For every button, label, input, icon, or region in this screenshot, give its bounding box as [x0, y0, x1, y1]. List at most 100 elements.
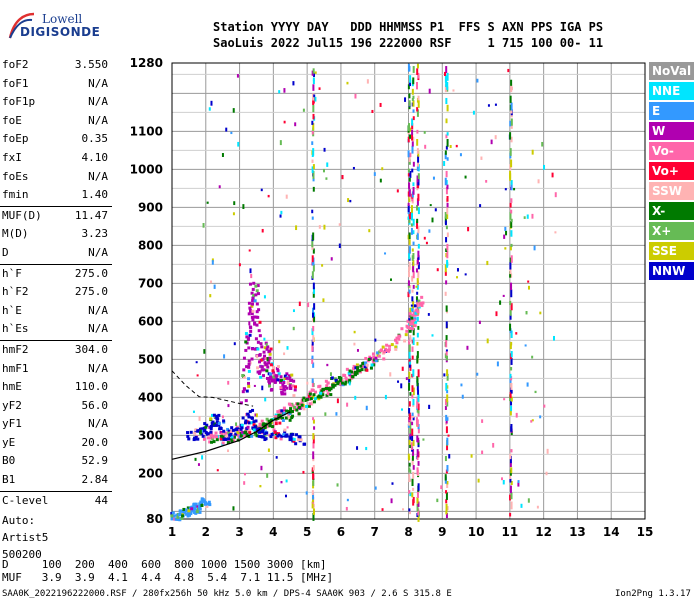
interference-mark	[411, 168, 414, 173]
echo-mark	[240, 430, 244, 434]
noise-mark	[523, 216, 526, 219]
interference-mark	[417, 72, 420, 79]
noise-mark	[464, 175, 467, 179]
echo-mark	[289, 378, 293, 382]
interference-mark	[408, 510, 411, 515]
echo-mark	[312, 393, 316, 397]
noise-mark	[314, 71, 317, 74]
interference-mark	[445, 426, 448, 434]
echo-mark	[291, 404, 295, 408]
echo-mark	[240, 423, 244, 427]
interference-mark	[416, 376, 419, 383]
noise-mark	[223, 354, 226, 359]
interference-mark	[444, 291, 447, 296]
interference-mark	[445, 305, 448, 312]
echo-mark	[319, 391, 323, 395]
autoscaling-info: Auto: Artist5 500200	[2, 514, 48, 565]
echo-mark	[273, 379, 277, 383]
interference-mark	[411, 421, 414, 426]
interference-mark	[411, 88, 414, 95]
legend-item: W	[649, 122, 694, 140]
echo-mark	[406, 319, 410, 323]
interference-mark	[312, 186, 315, 192]
echo-mark	[309, 397, 313, 401]
echo-mark	[199, 500, 203, 504]
interference-mark	[408, 412, 411, 420]
interference-mark	[410, 209, 413, 218]
interference-mark	[408, 100, 411, 107]
interference-mark	[312, 123, 315, 131]
interference-mark	[417, 501, 420, 507]
interference-mark	[312, 84, 315, 91]
echo-mark	[230, 439, 234, 443]
interference-mark	[509, 257, 512, 263]
echo-mark	[258, 360, 262, 364]
echo-mark	[415, 308, 419, 312]
echo-mark	[198, 427, 202, 431]
echo-mark	[247, 301, 251, 305]
echo-mark	[260, 345, 264, 349]
interference-mark	[510, 159, 513, 168]
param-value: 275.0	[74, 266, 108, 280]
interference-mark	[416, 257, 419, 265]
noise-mark	[490, 139, 493, 145]
echo-mark	[209, 417, 213, 421]
param-label: yF2	[2, 398, 22, 412]
param-row: foEs N/A	[0, 168, 112, 187]
noise-mark	[432, 176, 435, 180]
echo-mark	[266, 365, 270, 369]
noise-mark	[341, 175, 344, 180]
echo-mark	[278, 421, 282, 425]
interference-mark	[313, 72, 316, 77]
noise-mark	[365, 446, 368, 451]
echo-mark	[252, 293, 256, 297]
interference-mark	[446, 401, 449, 407]
interference-mark	[408, 319, 411, 324]
interference-mark	[509, 485, 512, 494]
echo-mark	[307, 395, 311, 399]
interference-mark	[509, 474, 512, 479]
echo-mark	[326, 386, 330, 390]
interference-mark	[416, 68, 419, 75]
echo-mark	[256, 292, 260, 296]
echo-mark	[250, 421, 254, 425]
noise-mark	[285, 194, 288, 199]
noise-mark	[326, 363, 329, 367]
echo-mark	[268, 424, 272, 428]
param-label: foF1p	[2, 95, 36, 109]
param-separator	[0, 339, 112, 341]
interference-mark	[412, 487, 415, 491]
noise-mark	[201, 455, 204, 460]
param-row: B0 52.9	[0, 452, 112, 471]
interference-mark	[445, 351, 448, 356]
echo-mark	[267, 419, 271, 423]
echo-mark	[274, 422, 278, 426]
noise-mark	[233, 201, 236, 206]
noise-mark	[427, 313, 430, 316]
param-row: yF2 56.0	[0, 397, 112, 416]
interference-mark	[410, 223, 413, 227]
echo-mark	[247, 346, 251, 350]
interference-mark	[412, 218, 415, 226]
echo-mark	[290, 373, 294, 377]
echo-mark	[274, 376, 278, 380]
echo-mark	[265, 417, 269, 421]
echo-mark	[170, 511, 174, 515]
echo-mark	[255, 310, 259, 314]
interference-mark	[407, 280, 410, 286]
interference-mark	[509, 132, 512, 140]
interference-mark	[510, 102, 513, 111]
echo-mark	[208, 436, 212, 440]
echo-mark	[289, 407, 293, 411]
echo-mark	[206, 502, 210, 506]
interference-mark	[412, 241, 415, 246]
interference-mark	[445, 225, 448, 230]
interference-mark	[408, 221, 411, 225]
echo-mark	[353, 372, 357, 376]
echo-mark	[292, 405, 296, 409]
noise-mark	[515, 332, 518, 335]
interference-mark	[312, 471, 315, 480]
interference-mark	[407, 63, 410, 72]
echo-mark	[340, 379, 344, 383]
